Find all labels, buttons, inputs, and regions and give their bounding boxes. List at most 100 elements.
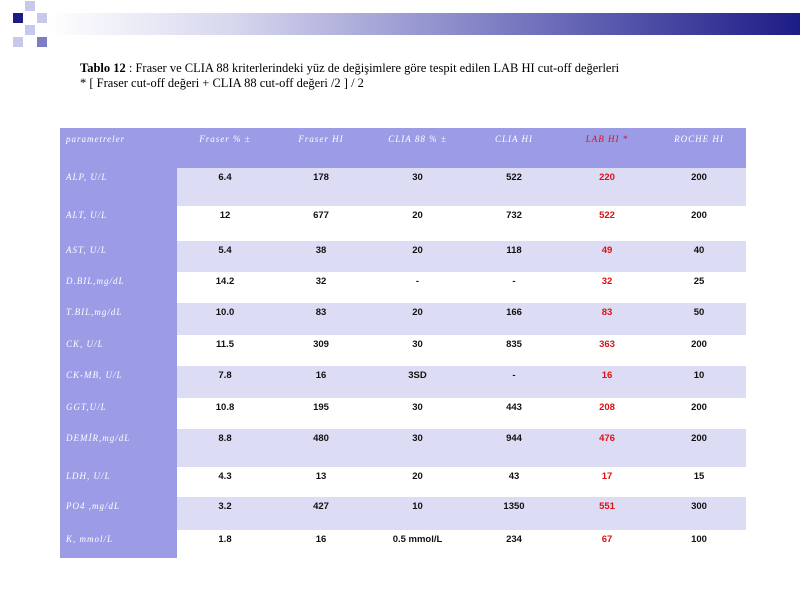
table-cell: 11.5 <box>177 335 273 366</box>
table-cell: 20 <box>369 303 466 335</box>
table-row: CK-MB, U/L 7.8 16 3SD -16 10 <box>60 366 746 398</box>
table-cell: 17 <box>562 467 652 497</box>
row-label: ALT, U/L <box>60 206 177 241</box>
table-cell: 200 <box>652 206 746 241</box>
table-row: CK, U/L 11.5 309 30 835 363 200 <box>60 335 746 366</box>
row-label: CK-MB, U/L <box>60 366 177 398</box>
table-cell: 14.2 <box>177 272 273 303</box>
table-cell: 38 <box>273 241 369 272</box>
table-cell: 30 <box>369 168 466 206</box>
caption-text: : Fraser ve CLIA 88 kriterlerindeki yüz … <box>125 61 620 75</box>
table-cell: 363 <box>562 335 652 366</box>
table-cell: 10 <box>652 366 746 398</box>
table-cell: 13 <box>273 467 369 497</box>
table-cell: - <box>466 366 562 398</box>
table-caption: Tablo 12 : Fraser ve CLIA 88 kriterlerin… <box>80 61 619 91</box>
decor-square <box>25 25 35 35</box>
decor-square <box>13 37 23 47</box>
table-cell: 40 <box>652 241 746 272</box>
table-cell: 12 <box>177 206 273 241</box>
table-cell: 16 <box>273 366 369 398</box>
column-header-fraser-pct: Fraser % ± <box>177 128 273 168</box>
cutoff-table: parametreler Fraser % ± Fraser HI CLIA 8… <box>60 128 746 558</box>
row-label: AST, U/L <box>60 241 177 272</box>
table-cell: 20 <box>369 206 466 241</box>
row-label: K, mmol/L <box>60 530 177 558</box>
row-label: LDH, U/L <box>60 467 177 497</box>
table-cell: 551 <box>562 497 652 530</box>
table-cell: 200 <box>652 168 746 206</box>
table-cell: 20 <box>369 241 466 272</box>
table-cell: 166 <box>466 303 562 335</box>
table-cell: 16 <box>562 366 652 398</box>
table-cell: 50 <box>652 303 746 335</box>
table-cell: 200 <box>652 429 746 467</box>
row-label: GGT,U/L <box>60 398 177 429</box>
table-cell: 30 <box>369 398 466 429</box>
decor-square <box>13 13 23 23</box>
table-cell: 118 <box>466 241 562 272</box>
table-cell: 10 <box>369 497 466 530</box>
table-cell: 1.8 <box>177 530 273 558</box>
column-header-roche-hi: ROCHE HI <box>652 128 746 168</box>
table-cell: 30 <box>369 429 466 467</box>
table-cell: 25 <box>652 272 746 303</box>
table-cell: 83 <box>273 303 369 335</box>
decor-square <box>25 1 35 11</box>
table-cell: 10.0 <box>177 303 273 335</box>
caption-line-2: * [ Fraser cut-off değeri + CLIA 88 cut-… <box>80 76 364 90</box>
table-row: T.BIL,mg/dL 10.0 83 20 166 83 50 <box>60 303 746 335</box>
table-header-row: parametreler Fraser % ± Fraser HI CLIA 8… <box>60 128 746 168</box>
table-cell: 7.8 <box>177 366 273 398</box>
row-label: DEMİR,mg/dL <box>60 429 177 467</box>
table-cell: 6.4 <box>177 168 273 206</box>
table-cell: 4.3 <box>177 467 273 497</box>
table-row: GGT,U/L 10.8 195 30 443 208 200 <box>60 398 746 429</box>
table-cell: 476 <box>562 429 652 467</box>
table-cell: 200 <box>652 398 746 429</box>
row-label: CK, U/L <box>60 335 177 366</box>
table-cell: 100 <box>652 530 746 558</box>
table-cell: 3SD <box>369 366 466 398</box>
table-cell: 427 <box>273 497 369 530</box>
table-cell: 522 <box>562 206 652 241</box>
table-cell: 1350 <box>466 497 562 530</box>
table-cell: 10.8 <box>177 398 273 429</box>
table-cell: 522 <box>466 168 562 206</box>
column-header-clia-hi: CLIA HI <box>466 128 562 168</box>
table-cell: 309 <box>273 335 369 366</box>
column-header-clia-pct: CLIA 88 % ± <box>369 128 466 168</box>
table-cell: 443 <box>466 398 562 429</box>
caption-label: Tablo 12 <box>80 61 126 75</box>
table-cell: 220 <box>562 168 652 206</box>
row-label: PO4 ,mg/dL <box>60 497 177 530</box>
table-cell: 20 <box>369 467 466 497</box>
column-header-parametreler: parametreler <box>60 128 177 168</box>
table-cell: 677 <box>273 206 369 241</box>
table-cell: 5.4 <box>177 241 273 272</box>
table-cell: 0.5 mmol/L <box>369 530 466 558</box>
table-cell: 30 <box>369 335 466 366</box>
table-cell: 3.2 <box>177 497 273 530</box>
table-cell: 43 <box>466 467 562 497</box>
table-cell: 16 <box>273 530 369 558</box>
table-row: DEMİR,mg/dL 8.8 480 30 944 476 200 <box>60 429 746 467</box>
table-cell: 208 <box>562 398 652 429</box>
table-cell: 32 <box>562 272 652 303</box>
table-cell: 195 <box>273 398 369 429</box>
decor-square <box>37 13 47 23</box>
table-row: PO4 ,mg/dL 3.2 427 10 1350 551 300 <box>60 497 746 530</box>
table-cell: 67 <box>562 530 652 558</box>
table-cell: 480 <box>273 429 369 467</box>
table-cell: 49 <box>562 241 652 272</box>
row-label: ALP, U/L <box>60 168 177 206</box>
table-cell: 83 <box>562 303 652 335</box>
table-cell: 178 <box>273 168 369 206</box>
table-cell: 944 <box>466 429 562 467</box>
table-cell: 200 <box>652 335 746 366</box>
column-header-fraser-hi: Fraser HI <box>273 128 369 168</box>
decor-square <box>37 37 47 47</box>
table-cell: 732 <box>466 206 562 241</box>
table-cell: 234 <box>466 530 562 558</box>
table-row: LDH, U/L 4.3 13 20 43 17 15 <box>60 467 746 497</box>
